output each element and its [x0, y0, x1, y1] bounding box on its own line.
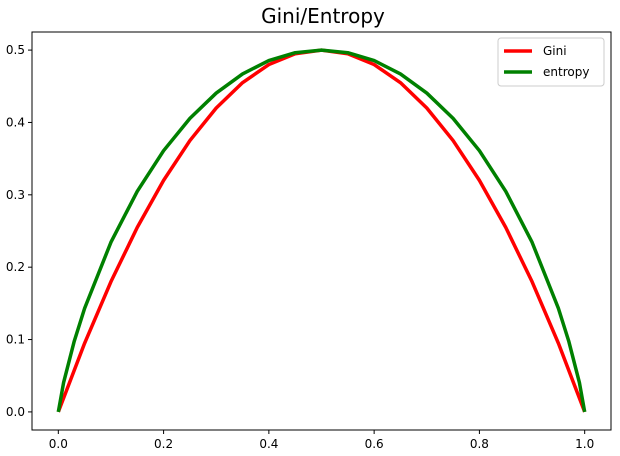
y-tick-label: 0.1 — [6, 333, 25, 347]
y-tick-label: 0.2 — [6, 260, 25, 274]
axes-frame — [31, 31, 612, 431]
x-tick-label: 0.0 — [49, 437, 68, 451]
chart-title: Gini/Entropy — [261, 4, 385, 28]
y-tick-label: 0.5 — [6, 43, 25, 57]
series-line-entropy — [56, 48, 587, 413]
x-tick-label: 0.2 — [154, 437, 173, 451]
x-tick-label: 0.4 — [259, 437, 278, 451]
x-tick-label: 0.8 — [470, 437, 489, 451]
tick-layer: 0.0 0.2 0.4 0.6 0.8 1.0 0.0 0.1 0.2 0.3 0.4 0.5 — [6, 43, 594, 451]
legend: Gini entropy — [497, 37, 605, 87]
y-tick-label: 0.4 — [6, 115, 25, 129]
x-tick-label: 1.0 — [575, 437, 594, 451]
y-tick-label: 0.0 — [6, 405, 25, 419]
x-tick-label: 0.6 — [365, 437, 384, 451]
plot-layer — [56, 48, 587, 413]
legend-label-gini: Gini — [543, 44, 567, 58]
legend-label-entropy: entropy — [543, 65, 589, 79]
y-tick-label: 0.3 — [6, 188, 25, 202]
